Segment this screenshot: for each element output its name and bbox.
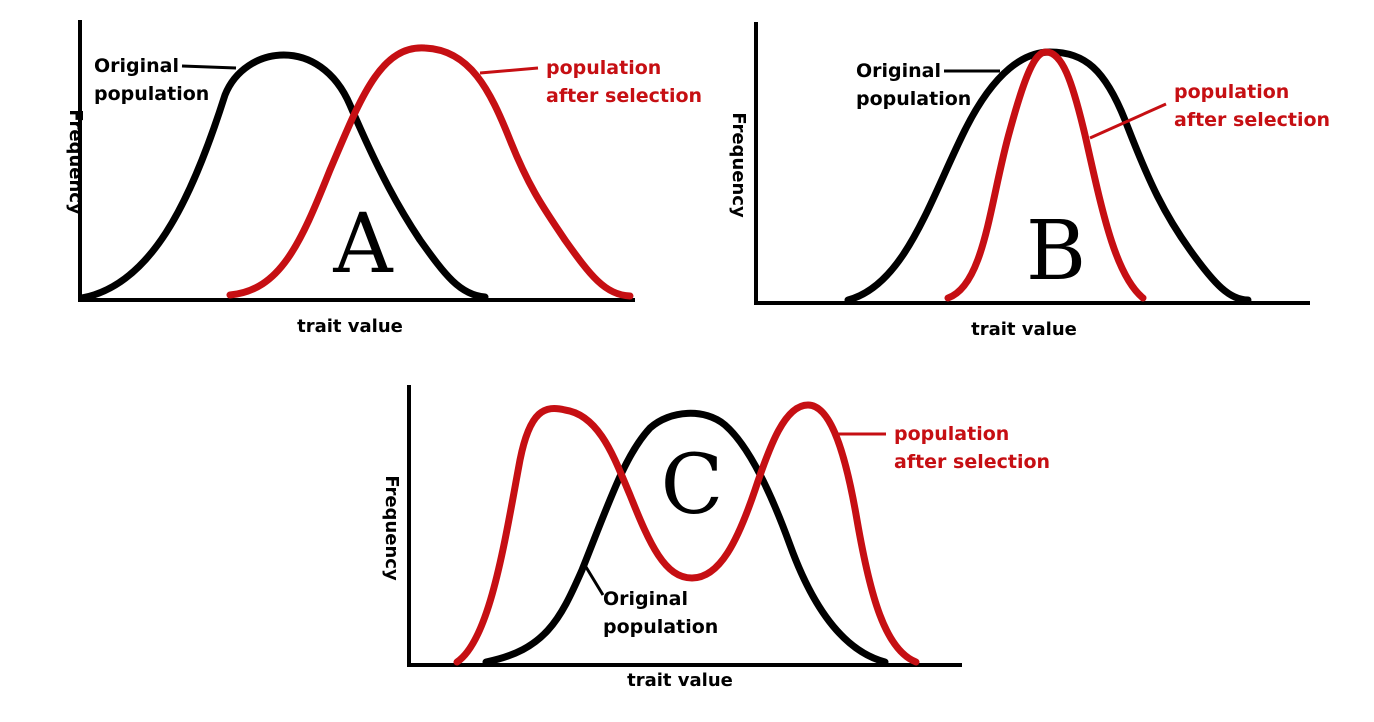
panel-a-selected-leader: [479, 66, 539, 75]
panel-c-ylabel: Frequency: [381, 475, 402, 581]
panel-b-xlabel: trait value: [971, 319, 1077, 340]
panel-a-selected-label-line1: population: [546, 57, 661, 79]
panel-a-original-curve: [78, 51, 489, 302]
panel-a-original-leader: [181, 64, 237, 70]
panel-c: Original population population after sel…: [381, 385, 1050, 691]
panel-a-original-label-line1: Original: [94, 55, 179, 77]
panel-b-letter: B: [1026, 204, 1086, 299]
panel-a-selected-label-line2: after selection: [546, 85, 702, 107]
panel-c-original-leader: [584, 566, 605, 596]
panel-c-selected-label-line1: population: [894, 423, 1009, 445]
panel-b-original-curve: [844, 48, 1252, 304]
panel-c-original-label-line1: Original: [603, 588, 688, 610]
panel-c-original-curve: [482, 409, 889, 666]
panel-a-xlabel: trait value: [297, 316, 403, 337]
panel-b-selected-curve: [944, 48, 1147, 302]
panel-c-selected-curve: [453, 401, 920, 666]
panel-b-original-label-line2: population: [856, 88, 971, 110]
panel-b-ylabel: Frequency: [728, 112, 749, 218]
panel-b-selected-leader: [1089, 102, 1167, 140]
panel-a-ylabel: Frequency: [65, 109, 86, 215]
panel-b: Original population population after sel…: [728, 22, 1330, 340]
panel-b-selected-label-line2: after selection: [1174, 109, 1330, 131]
panel-c-xlabel: trait value: [627, 670, 733, 691]
panel-b-original-label-line1: Original: [856, 60, 941, 82]
panel-a-selected-curve: [226, 44, 634, 300]
panel-c-letter: C: [661, 438, 724, 533]
panel-c-original-label-line2: population: [603, 616, 718, 638]
panel-a-original-label-line2: population: [94, 83, 209, 105]
panel-b-selected-label-line1: population: [1174, 81, 1289, 103]
panel-c-selected-label-line2: after selection: [894, 451, 1050, 473]
panel-a: Original population population after sel…: [65, 20, 702, 337]
panel-a-letter: A: [332, 197, 394, 292]
